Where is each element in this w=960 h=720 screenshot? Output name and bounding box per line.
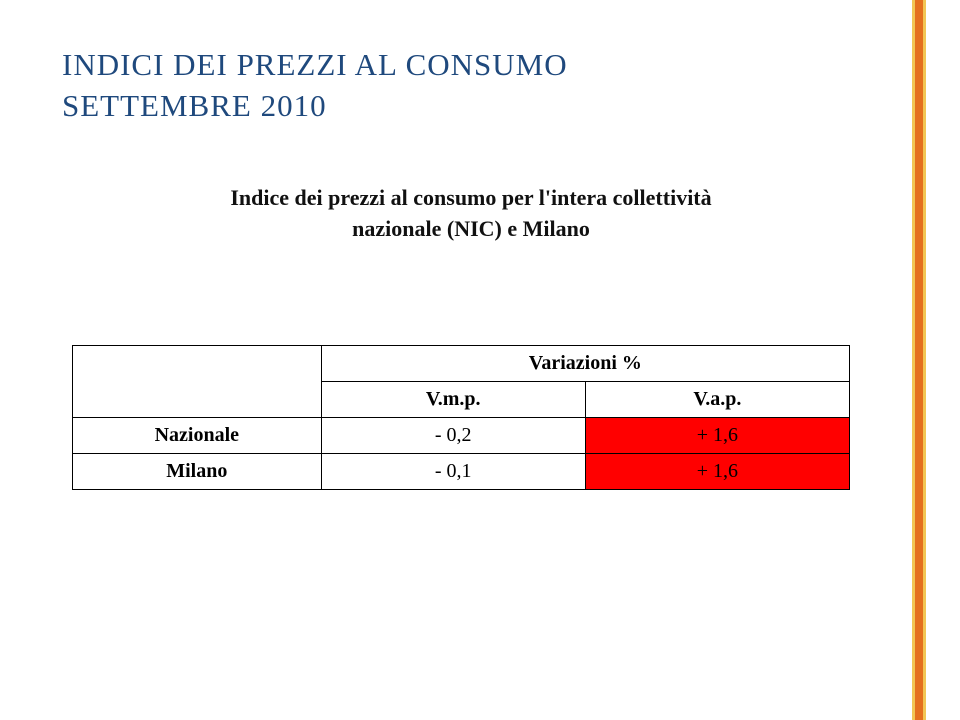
cell-milano-vap: + 1,6 xyxy=(585,454,849,490)
slide-subtitle: Indice dei prezzi al consumo per l'inter… xyxy=(91,182,851,246)
subtitle-line2: nazionale (NIC) e Milano xyxy=(352,216,590,241)
table-col-vmp: V.m.p. xyxy=(321,382,585,418)
cell-nazionale-vmp: - 0,2 xyxy=(321,418,585,454)
slide-title-line2: SETTEMBRE 2010 xyxy=(62,87,880,126)
accent-stripe-inner xyxy=(915,0,923,720)
variazioni-table: Variazioni % V.m.p. V.a.p. Nazionale - 0… xyxy=(72,345,850,490)
table-header-variazioni: Variazioni % xyxy=(321,346,849,382)
table-header-blank xyxy=(73,346,322,418)
cell-milano-vmp: - 0,1 xyxy=(321,454,585,490)
table-row: Nazionale - 0,2 + 1,6 xyxy=(73,418,850,454)
slide-content: INDICI DEI PREZZI AL CONSUMO SETTEMBRE 2… xyxy=(0,0,960,530)
subtitle-line1: Indice dei prezzi al consumo per l'inter… xyxy=(230,185,711,210)
table-row: Variazioni % xyxy=(73,346,850,382)
table-row: Milano - 0,1 + 1,6 xyxy=(73,454,850,490)
slide-title-line1: INDICI DEI PREZZI AL CONSUMO xyxy=(62,46,880,85)
cell-nazionale-vap: + 1,6 xyxy=(585,418,849,454)
table-col-vap: V.a.p. xyxy=(585,382,849,418)
accent-stripe xyxy=(912,0,926,720)
row-label-nazionale: Nazionale xyxy=(73,418,322,454)
row-label-milano: Milano xyxy=(73,454,322,490)
variazioni-table-wrap: Variazioni % V.m.p. V.a.p. Nazionale - 0… xyxy=(72,345,850,490)
